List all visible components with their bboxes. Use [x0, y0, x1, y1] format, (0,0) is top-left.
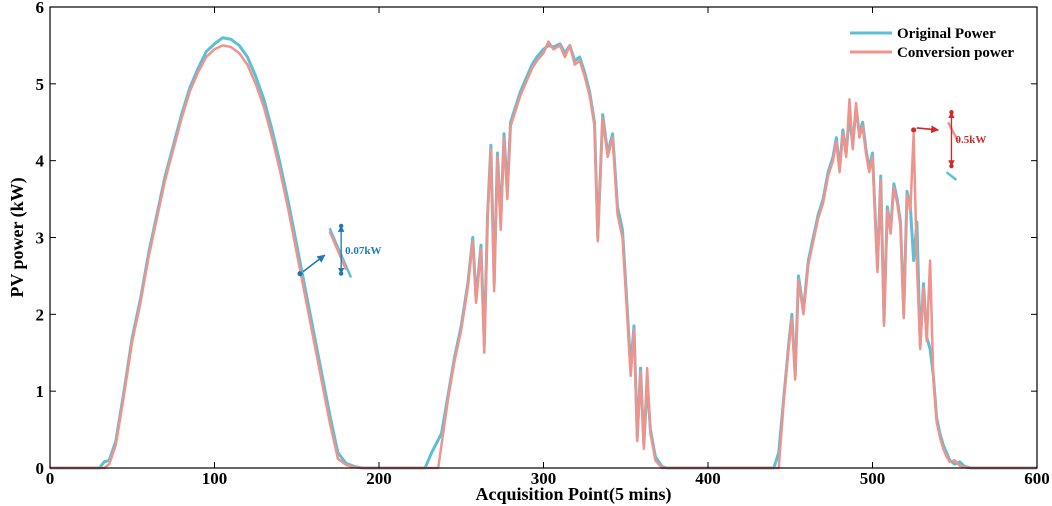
plot-area: [50, 7, 1037, 468]
y-tick-label: 5: [36, 75, 45, 94]
x-tick-label: 0: [46, 469, 55, 488]
span-bottom-dot: [338, 271, 344, 276]
x-tick-label: 300: [531, 469, 557, 488]
y-tick-label: 4: [36, 152, 45, 171]
x-axis-title: Acquisition Point(5 mins): [475, 484, 671, 505]
y-tick-label: 1: [36, 382, 45, 401]
span-bottom-dot: [949, 163, 954, 169]
y-tick-label: 3: [36, 229, 45, 248]
annotation-0: 0.07kW: [297, 223, 382, 278]
legend-entry-original-power: Original Power: [850, 26, 996, 42]
annotation-arrow: [302, 254, 326, 273]
y-tick-label: 2: [36, 305, 45, 324]
y-tick-label: 0: [36, 459, 45, 478]
legend-entry-conversion-power: Conversion power: [850, 45, 1014, 61]
axes: 0 100 200 300 400 500 600 0 1 2 3 4 5 6 Acquisition Po…: [7, 0, 1050, 505]
x-tick-label: 100: [202, 469, 228, 488]
plot-background: [50, 7, 1037, 468]
x-tick-label: 500: [860, 469, 886, 488]
x-tick-label: 600: [1024, 469, 1050, 488]
x-tick-label: 400: [695, 469, 721, 488]
span-top-dot: [338, 223, 344, 229]
y-axis-title: PV power (kW): [7, 177, 28, 297]
annotation-arrow: [916, 125, 940, 134]
legend-label: Conversion power: [897, 45, 1014, 61]
annotations: 0.07kW 0.5kW: [297, 110, 986, 278]
zoom-original-segment: [945, 171, 958, 181]
series-line-conversion-power: [50, 40, 1037, 470]
y-tick-label: 6: [36, 0, 45, 17]
legend: Original Power Conversion power: [850, 26, 1014, 61]
annotation-1: 0.5kW: [911, 110, 986, 181]
annotation-marker: [911, 127, 917, 133]
span-top-dot: [949, 110, 954, 115]
annotation-marker: [297, 271, 303, 277]
annotation-label: 0.5kW: [955, 134, 986, 146]
legend-label: Original Power: [897, 26, 996, 42]
annotation-label: 0.07kW: [345, 245, 381, 257]
x-tick-label: 200: [366, 469, 392, 488]
series-lines: [50, 36, 1037, 470]
